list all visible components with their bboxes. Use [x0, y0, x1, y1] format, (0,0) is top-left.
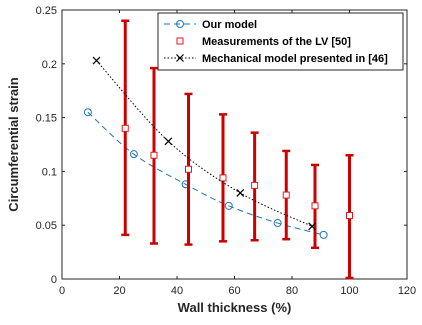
- x-tick-label: 60: [228, 285, 240, 297]
- legend-label: Mechanical model presented in [46]: [202, 53, 388, 65]
- legend-item-2: Mechanical model presented in [46]: [164, 53, 388, 65]
- y-tick-label: 0.2: [42, 59, 57, 71]
- mechanical-model-point: [236, 188, 245, 197]
- mechanical-model-line: [96, 60, 313, 227]
- x-tick-label: 100: [340, 285, 358, 297]
- x-axis-label: Wall thickness (%): [178, 300, 292, 315]
- our-model-point: [224, 201, 233, 210]
- y-tick-label: 0: [51, 274, 57, 286]
- legend-item-0: Our model: [164, 19, 257, 31]
- x-tick-label: 120: [398, 285, 416, 297]
- measurement-point: [346, 212, 353, 220]
- legend: Our model Measurements of the LV [50] Mech…: [157, 12, 404, 71]
- mechanical-model-point: [164, 137, 173, 146]
- measurement-point: [121, 124, 129, 132]
- series-1: [121, 19, 354, 280]
- legend-marker: [176, 37, 184, 45]
- our-model-point: [83, 108, 92, 117]
- our-model-point: [319, 230, 328, 239]
- our-model-point: [129, 150, 138, 159]
- our-model-point: [273, 219, 282, 228]
- x-tick-label: 80: [286, 285, 298, 297]
- y-tick-label: 0.25: [36, 5, 57, 17]
- measurement-point: [185, 165, 192, 173]
- x-axis-ticks: 0 20 40 60 80 100 120: [59, 10, 416, 297]
- measurement-point: [311, 202, 319, 210]
- legend-marker: [176, 54, 184, 62]
- legend-box: [157, 12, 404, 71]
- y-tick-label: 0.1: [42, 166, 57, 178]
- x-tick-label: 40: [171, 285, 183, 297]
- x-tick-label: 20: [113, 285, 125, 297]
- y-axis-label: Circumferential strain: [6, 77, 21, 211]
- x-tick-label: 0: [59, 285, 65, 297]
- measurement-point: [219, 174, 227, 182]
- y-tick-label: 0.05: [36, 220, 57, 232]
- measurement-point: [251, 181, 259, 189]
- series-2: [92, 56, 317, 231]
- legend-item-1: Measurements of the LV [50]: [176, 36, 351, 48]
- series-0: [83, 108, 328, 239]
- legend-marker: [176, 20, 184, 28]
- mechanical-model-point: [308, 222, 317, 231]
- mechanical-model-point: [92, 56, 101, 65]
- series-layer: [83, 19, 354, 280]
- measurement-point: [150, 151, 158, 159]
- legend-label: Measurements of the LV [50]: [202, 36, 351, 48]
- y-tick-label: 0.15: [36, 113, 57, 125]
- y-axis-ticks: 0 0.05 0.1 0.15 0.2 0.25: [36, 5, 407, 286]
- measurement-point: [282, 191, 290, 199]
- legend-label: Our model: [202, 19, 257, 31]
